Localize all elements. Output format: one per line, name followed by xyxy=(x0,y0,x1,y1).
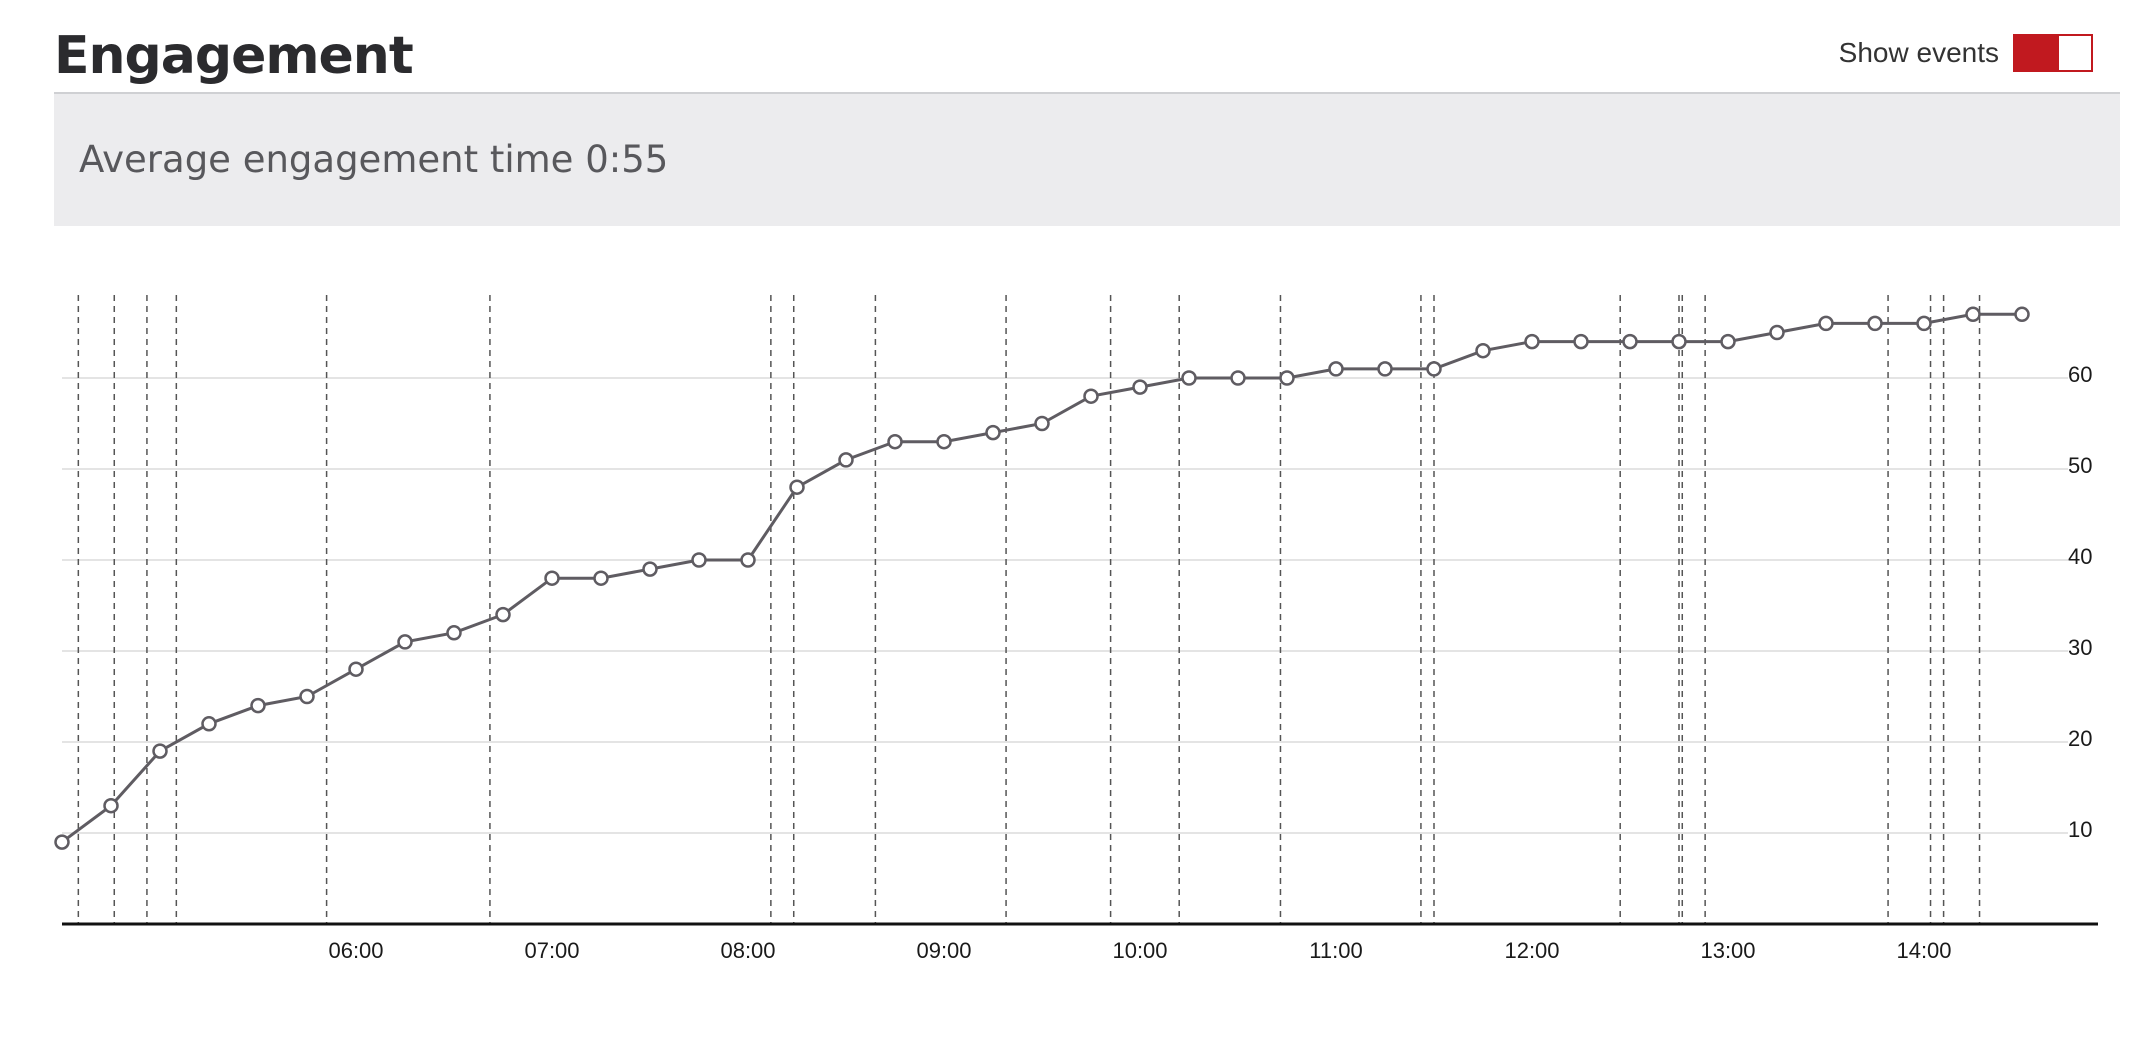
engagement-data-point xyxy=(936,433,952,450)
engagement-data-point xyxy=(54,834,70,850)
x-tick-label: 09:00 xyxy=(916,938,971,963)
engagement-data-point xyxy=(103,797,119,814)
engagement-data-point xyxy=(1181,370,1197,386)
show-events-toggle-control[interactable]: Show events xyxy=(1839,34,2093,72)
engagement-data-point xyxy=(1328,361,1344,377)
engagement-data-point xyxy=(887,433,903,450)
engagement-data-point xyxy=(1083,388,1099,404)
show-events-label: Show events xyxy=(1838,37,1999,68)
engagement-data-point xyxy=(1230,370,1246,386)
engagement-series-line xyxy=(61,312,2022,844)
toggle-knob[interactable] xyxy=(2059,36,2091,70)
engagement-data-point xyxy=(1769,324,1785,341)
x-tick-label: 14:00 xyxy=(1896,938,1951,963)
engagement-data-point xyxy=(250,697,266,714)
engagement-data-point xyxy=(446,625,462,641)
engagement-data-point xyxy=(397,634,413,650)
engagement-data-point xyxy=(1279,370,1295,386)
engagement-data-point xyxy=(1867,315,1883,332)
engagement-summary-panel: Average engagement time 0:55 xyxy=(54,94,2120,226)
engagement-data-point xyxy=(495,606,511,623)
engagement-data-point xyxy=(642,561,658,577)
engagement-data-point xyxy=(1475,342,1491,359)
engagement-data-point xyxy=(1524,333,1540,350)
engagement-header: Engagement Show events xyxy=(54,22,2120,94)
engagement-data-point xyxy=(348,661,364,677)
y-tick-label: 60 xyxy=(2068,362,2092,387)
x-tick-label: 08:00 xyxy=(720,938,775,963)
engagement-data-point xyxy=(152,743,168,759)
x-tick-label: 11:00 xyxy=(1309,938,1362,963)
toggle-on-fill xyxy=(2015,36,2059,70)
x-tick-label: 12:00 xyxy=(1504,938,1559,963)
engagement-data-point xyxy=(789,479,805,495)
engagement-data-point xyxy=(1377,361,1393,377)
engagement-data-point xyxy=(201,716,217,732)
engagement-data-point xyxy=(1132,379,1148,395)
engagement-data-point xyxy=(1426,361,1442,377)
engagement-data-point xyxy=(838,452,854,468)
y-tick-label: 50 xyxy=(2068,453,2092,478)
show-events-toggle[interactable] xyxy=(2013,34,2093,72)
engagement-data-point xyxy=(1573,333,1589,350)
engagement-data-point xyxy=(985,424,1001,441)
engagement-data-point xyxy=(593,570,609,586)
engagement-data-point xyxy=(1720,333,1736,350)
engagement-data-point xyxy=(2014,306,2030,323)
engagement-data-point xyxy=(299,688,315,705)
x-tick-label: 06:00 xyxy=(328,938,383,963)
average-engagement-text: Average engagement time 0:55 xyxy=(79,138,669,181)
engagement-data-point xyxy=(544,570,560,586)
engagement-data-point xyxy=(1916,315,1932,332)
engagement-data-point xyxy=(1818,315,1834,332)
x-tick-label: 07:00 xyxy=(524,938,579,963)
engagement-data-point xyxy=(740,552,756,568)
y-tick-label: 20 xyxy=(2068,726,2092,751)
engagement-data-point xyxy=(691,552,707,568)
engagement-data-point xyxy=(1622,333,1638,350)
engagement-data-point xyxy=(1034,415,1050,432)
x-tick-label: 10:00 xyxy=(1112,938,1167,963)
y-tick-label: 30 xyxy=(2068,635,2092,660)
engagement-data-point xyxy=(1965,306,1981,323)
y-tick-label: 10 xyxy=(2068,817,2092,842)
page-title: Engagement xyxy=(54,26,414,86)
y-tick-label: 40 xyxy=(2068,544,2092,569)
x-tick-label: 13:00 xyxy=(1700,938,1755,963)
engagement-data-point xyxy=(1671,333,1687,350)
